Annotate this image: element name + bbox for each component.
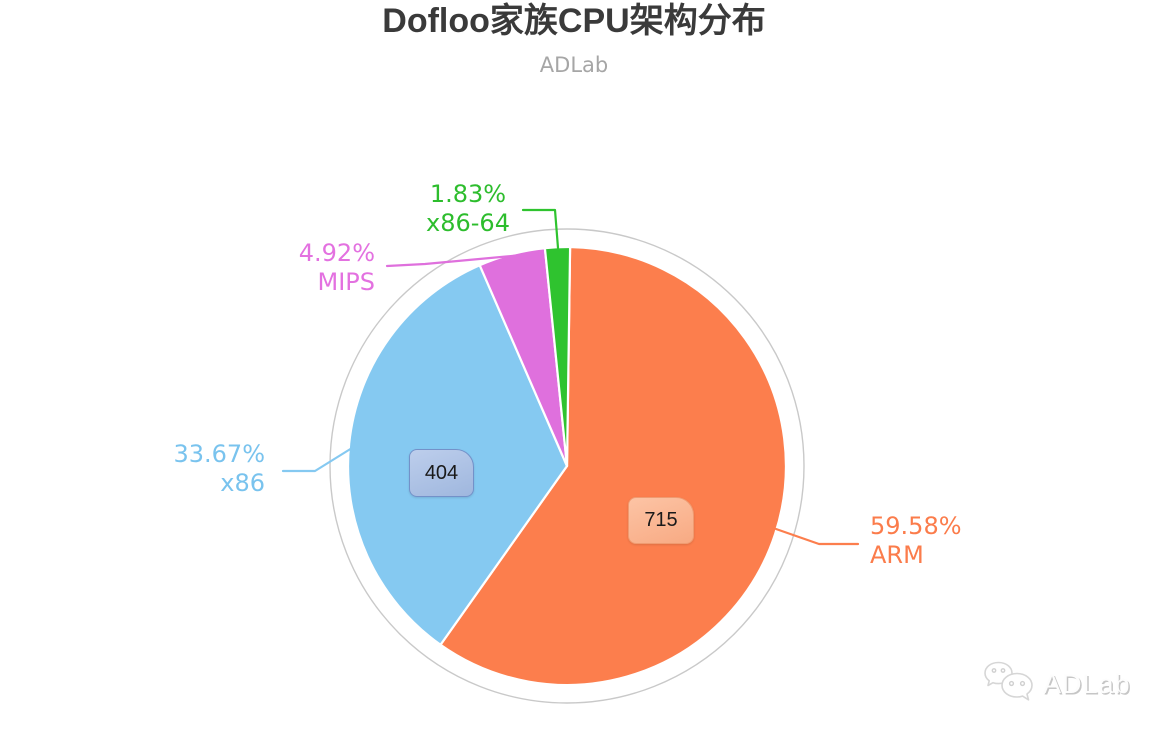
leader-line-x86 [281,446,354,473]
leader-line-ARM [774,527,860,546]
adlab-watermark: ADLab [982,659,1131,709]
pie-slice-ARM[interactable] [439,245,788,687]
leader-line-x86-64 [521,208,560,250]
outer-ring [329,228,805,704]
watermark-text: ADLab [1043,668,1131,699]
chart-title: Dofloo家族CPU架构分布 [382,2,766,40]
chart-subtitle: ADLab [539,53,609,77]
leader-line-MIPS [385,252,535,268]
chart-header: Dofloo家族CPU架构分布 ADLab [0,2,1148,78]
wechat-icon [984,661,1033,701]
